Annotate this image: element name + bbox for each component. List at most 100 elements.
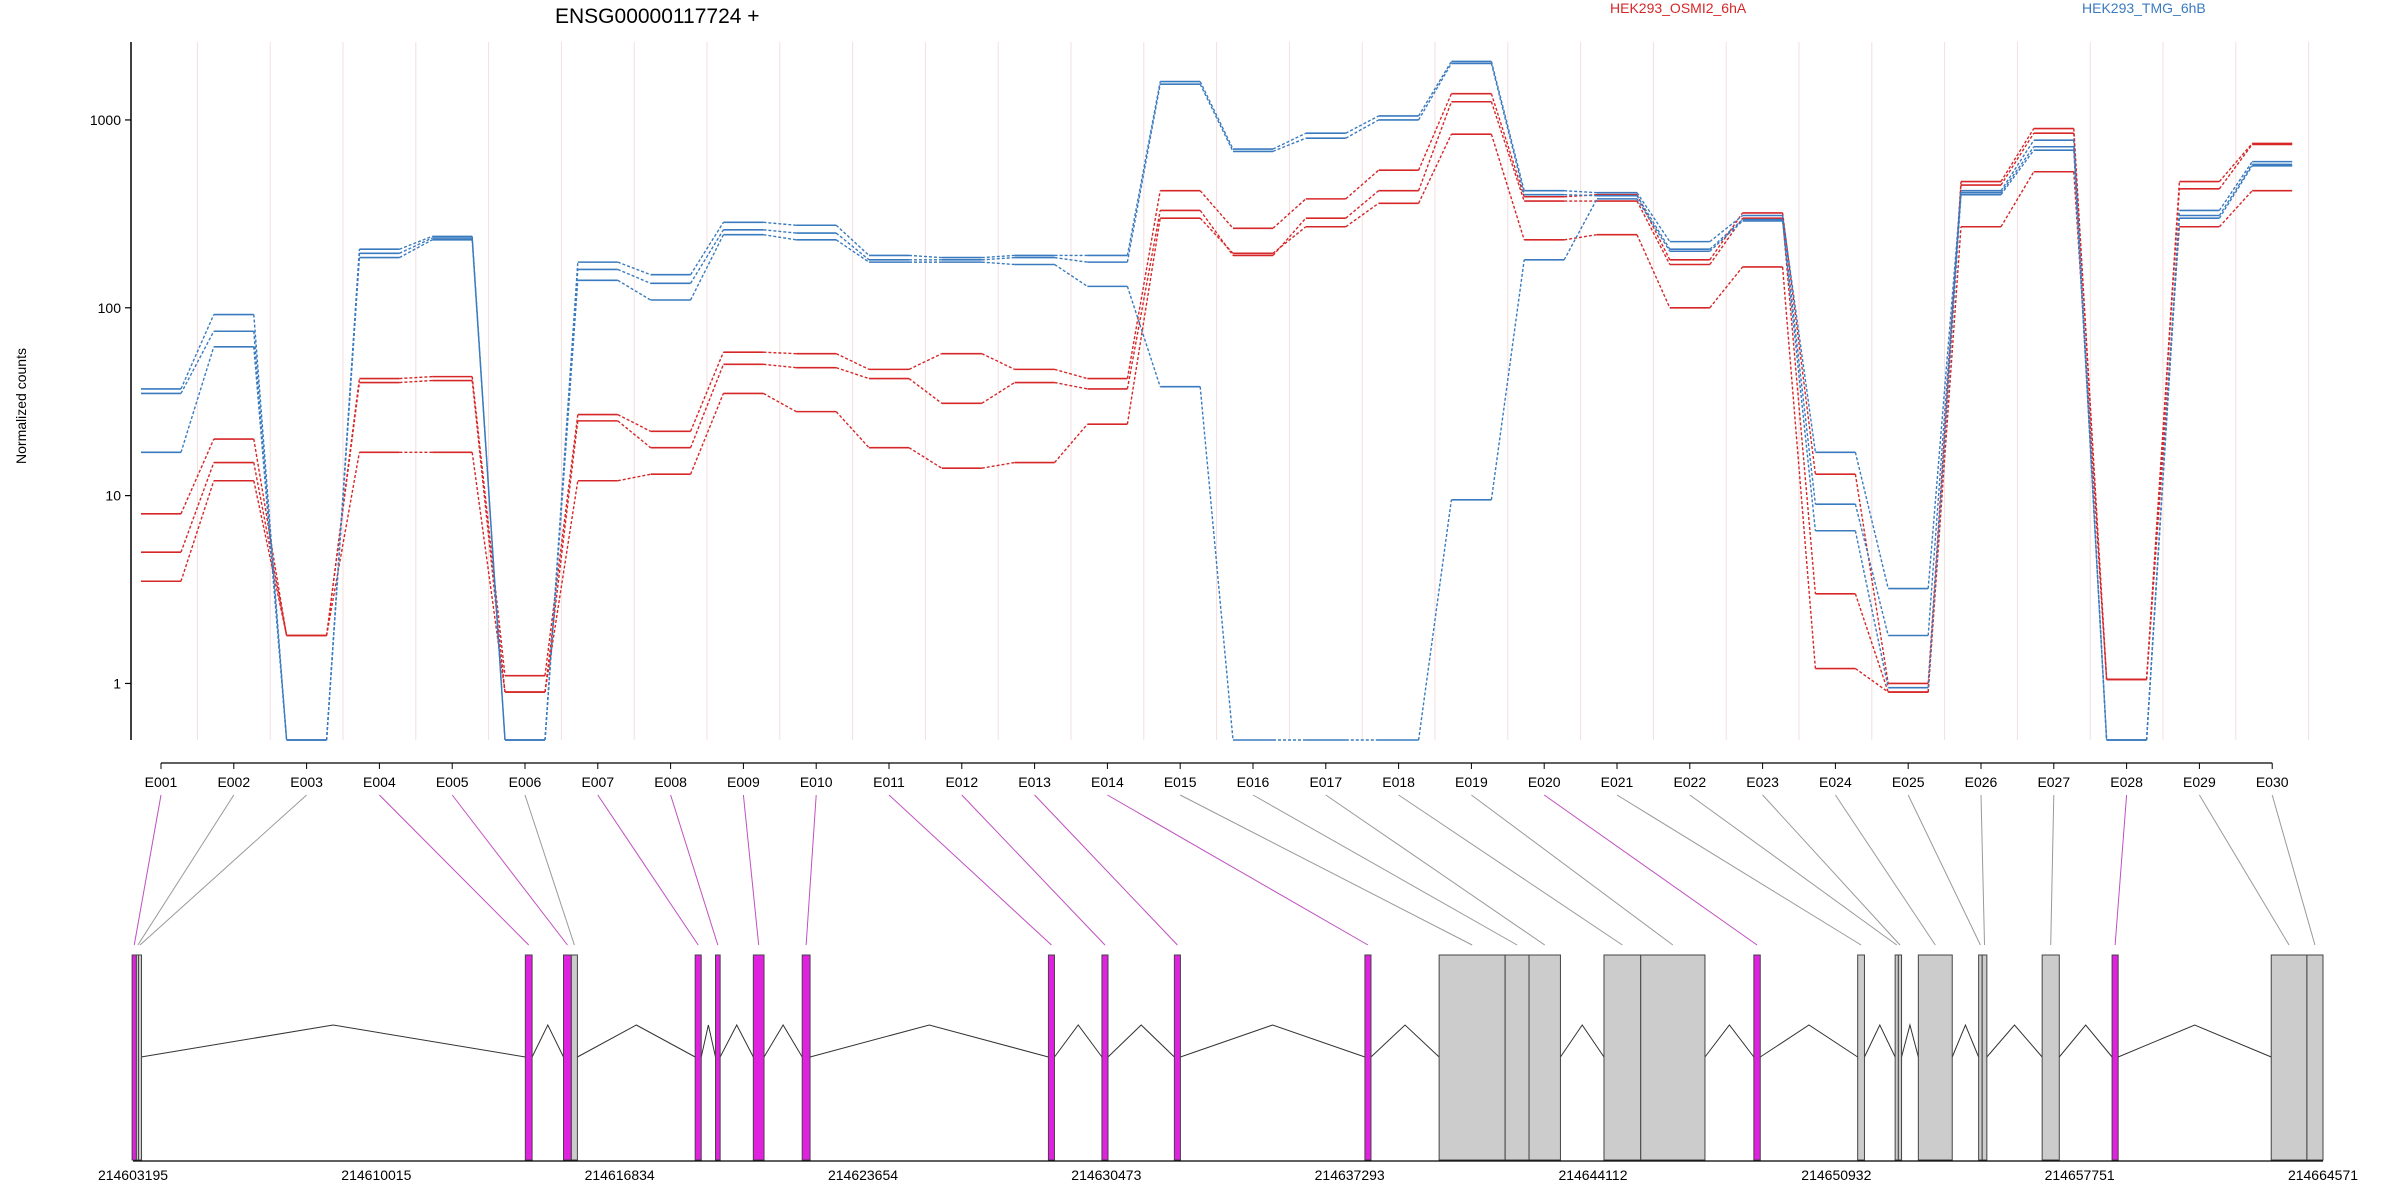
exon-link-E026 [1980, 794, 1986, 946]
exon-link-E001 [133, 794, 162, 946]
series-lines [141, 60, 2293, 741]
series-connector [1126, 286, 1161, 387]
series-connector [2000, 128, 2035, 182]
series-connector [1490, 63, 1525, 195]
series-connector [399, 239, 433, 259]
coordinate-label: 214664571 [2288, 1167, 2358, 1183]
exon-box-E014 [1364, 954, 1372, 1161]
exon-link-E023 [1762, 794, 1901, 946]
series-connector [1272, 226, 1307, 254]
exon-link-E018 [1398, 794, 1623, 946]
exon-box-E028 [2111, 954, 2119, 1161]
series-connector [981, 461, 1015, 469]
series-connector [1636, 234, 1671, 309]
series-connector [689, 351, 725, 432]
series-connector [1709, 266, 1744, 309]
series-connector [1854, 593, 1889, 693]
series-connector [2000, 146, 2035, 194]
series-connector [1709, 220, 1744, 252]
x-tick-label-E025: E025 [1892, 774, 1925, 790]
exon-link-E004 [379, 794, 530, 946]
x-tick-label-E027: E027 [2037, 774, 2070, 790]
exon-box-E005 [562, 954, 572, 1161]
series-connector [2145, 226, 2181, 680]
series-connector [1854, 530, 1889, 688]
series-connector [908, 447, 943, 469]
series-connector [1054, 368, 1088, 380]
series-connector [1345, 115, 1379, 134]
series-connector [1636, 200, 1671, 265]
series-connector [1417, 133, 1453, 204]
exon-box-E009 [752, 954, 765, 1161]
y-tick-label: 1000 [90, 112, 121, 128]
x-tick-label-E029: E029 [2183, 774, 2216, 790]
series-connector [1272, 217, 1307, 256]
series-connector [1199, 83, 1234, 152]
coordinate-label: 214650932 [1801, 1167, 1871, 1183]
series-connector [1272, 198, 1307, 229]
series-connector [180, 346, 215, 453]
intron-line [577, 1024, 696, 1058]
x-tick-label-E013: E013 [1018, 774, 1051, 790]
intron-line [1986, 1024, 2043, 1058]
series-connector [981, 381, 1015, 404]
coordinate-label: 214623654 [828, 1167, 898, 1183]
intron-line [763, 1024, 803, 1058]
series-connector [325, 257, 361, 741]
series-connector [1854, 668, 1889, 693]
series-connector [544, 480, 579, 693]
x-tick-label-E003: E003 [290, 774, 323, 790]
intron-line [1864, 1023, 1896, 1058]
series-connector [253, 480, 288, 636]
series-connector [1490, 101, 1525, 202]
series-connector [835, 353, 870, 371]
exon-link-E013 [1034, 794, 1178, 946]
series-connector [908, 377, 943, 404]
series-connector [763, 363, 797, 369]
series-connector [1564, 233, 1598, 241]
y-axis-label: Normalized counts [13, 348, 29, 464]
x-tick-label-E015: E015 [1164, 774, 1197, 790]
series-connector [835, 232, 870, 261]
exon-link-E028 [2114, 794, 2128, 946]
series-connector [1927, 226, 1962, 693]
series-connector [2000, 139, 2035, 192]
x-tick-label-E020: E020 [1528, 774, 1561, 790]
chart-title: ENSG00000117724 + [555, 5, 760, 28]
series-connector [1636, 198, 1671, 252]
series-connector [1126, 84, 1161, 263]
series-connector [544, 420, 579, 693]
exon-box-E008 [715, 954, 721, 1161]
series-connector [399, 235, 433, 250]
intron-line [1107, 1024, 1175, 1058]
exon-box-E012 [1101, 954, 1109, 1161]
series-connector [253, 438, 288, 636]
coordinate-label: 214644112 [1558, 1167, 1627, 1183]
intron-line [1901, 1023, 1919, 1058]
series-connector [690, 221, 724, 276]
x-tick-label-E030: E030 [2256, 774, 2289, 790]
x-tick-label-E019: E019 [1455, 774, 1488, 790]
series-connector [180, 314, 215, 390]
series-connector [690, 229, 724, 284]
intron-line [719, 1023, 754, 1058]
series-connector [1417, 499, 1453, 741]
series-connector [253, 314, 288, 741]
series-connector [1709, 214, 1744, 243]
series-connector [1345, 202, 1380, 228]
series-connector [981, 353, 1015, 371]
exon-box-E027 [2041, 954, 2060, 1161]
series-connector [1126, 210, 1161, 390]
intron-line [2058, 1024, 2113, 1058]
series-connector [2218, 144, 2253, 190]
coordinate-label: 214657751 [2045, 1167, 2115, 1183]
intron-line [1370, 1024, 1440, 1058]
x-tick-label-E026: E026 [1965, 774, 1998, 790]
exon-link-E010 [805, 794, 817, 946]
coordinate-label: 214630473 [1071, 1167, 1141, 1183]
series-connector [1417, 61, 1453, 117]
x-tick-label-E023: E023 [1746, 774, 1779, 790]
series-connector [1490, 93, 1525, 197]
series-connector [180, 330, 215, 394]
exon-link-E020 [1543, 794, 1758, 946]
